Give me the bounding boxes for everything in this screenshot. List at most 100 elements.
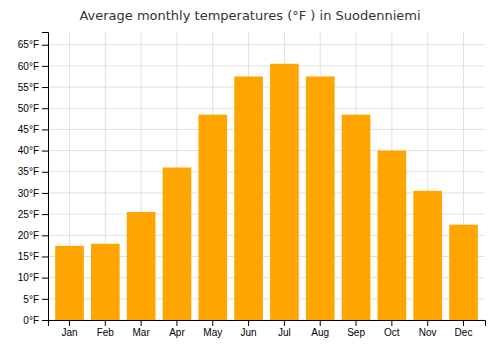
x-tick: Aug <box>311 320 329 338</box>
bar <box>449 225 478 320</box>
y-tick-mark <box>42 214 48 215</box>
bar <box>91 244 120 320</box>
y-tick-label: 15°F <box>18 251 39 262</box>
y-grid-line <box>48 129 485 130</box>
x-tick-label: May <box>203 327 222 338</box>
x-tick: Nov <box>419 320 437 338</box>
x-tick: Oct <box>384 320 400 338</box>
y-grid-line <box>48 150 485 151</box>
x-tick: Dec <box>455 320 473 338</box>
bars <box>55 64 478 320</box>
title: Average monthly temperatures (°F ) in Su… <box>79 8 420 23</box>
y-grid-line <box>48 87 485 88</box>
bar <box>234 76 263 320</box>
x-tick: Feb <box>97 320 115 338</box>
y-tick-label: 45°F <box>18 124 39 135</box>
chart: 0°F 5°F 10°F 15°F 20°F 25°F 30°F 35°F 40°F 45°F 50… <box>0 0 500 350</box>
x-tick-label: Aug <box>311 327 329 338</box>
y-grid-line <box>48 171 485 172</box>
y-tick-mark <box>42 45 48 46</box>
x-tick-mark <box>141 320 142 326</box>
y-tick: 30°F <box>18 188 48 199</box>
y-tick-mark <box>42 193 48 194</box>
y-tick-mark <box>42 151 48 152</box>
y-tick: 55°F <box>18 82 48 93</box>
x-tick-mark <box>320 320 321 326</box>
x-tick-label: Oct <box>384 327 400 338</box>
bar <box>127 212 156 320</box>
y-tick: 35°F <box>18 166 48 177</box>
x-tick-label: Feb <box>97 327 115 338</box>
x-tick-mark <box>391 320 392 326</box>
y-tick: 0°F <box>23 315 48 326</box>
x-tick-mark <box>69 320 70 326</box>
y-tick: 40°F <box>18 145 48 156</box>
y-tick-label: 40°F <box>18 145 39 156</box>
y-tick-mark <box>42 299 48 300</box>
y-tick-label: 10°F <box>18 272 39 283</box>
x-tick-mark <box>105 320 106 326</box>
y-tick-label: 30°F <box>18 188 39 199</box>
x-tick: Sep <box>347 320 365 338</box>
y-tick: 20°F <box>18 230 48 241</box>
y-tick-label: 65°F <box>18 39 39 50</box>
x-tick: Mar <box>133 320 151 338</box>
y-tick-mark <box>42 320 48 321</box>
y-tick-label: 35°F <box>18 166 39 177</box>
x-tick-mark <box>248 320 249 326</box>
y-tick: 5°F <box>23 294 48 305</box>
bar <box>163 168 192 320</box>
plot: 0°F 5°F 10°F 15°F 20°F 25°F 30°F 35°F 40°F 45°F 50… <box>18 32 486 338</box>
y-tick-label: 60°F <box>18 61 39 72</box>
x-tick: Jul <box>278 320 291 338</box>
y-tick: 10°F <box>18 272 48 283</box>
y-axis: 0°F 5°F 10°F 15°F 20°F 25°F 30°F 35°F 40°F 45°F 50… <box>18 33 49 326</box>
y-tick-mark <box>42 278 48 279</box>
y-axis-line <box>42 33 49 321</box>
y-grid-line <box>48 65 485 66</box>
x-tick-label: Dec <box>455 327 473 338</box>
x-tick-mark <box>212 320 213 326</box>
x-tick-mark <box>176 320 177 326</box>
bar <box>306 76 335 320</box>
y-tick: 15°F <box>18 251 48 262</box>
grid <box>48 32 485 320</box>
y-tick-mark <box>42 66 48 67</box>
y-tick-mark <box>42 235 48 236</box>
y-tick-mark <box>42 172 48 173</box>
bar <box>198 115 227 320</box>
x-tick-label: Jul <box>278 327 291 338</box>
bar <box>342 115 371 320</box>
x-tick-label: Apr <box>169 327 185 338</box>
x-tick-mark <box>427 320 428 326</box>
x-tick-mark <box>356 320 357 326</box>
y-grid-line <box>48 44 485 45</box>
x-tick-label: Nov <box>419 327 437 338</box>
y-tick: 60°F <box>18 61 48 72</box>
x-tick-mark <box>463 320 464 326</box>
y-tick: 25°F <box>18 209 48 220</box>
y-tick-label: 5°F <box>23 294 39 305</box>
bar <box>55 246 84 320</box>
y-tick-mark <box>42 256 48 257</box>
x-tick: Jan <box>61 320 77 338</box>
y-tick: 50°F <box>18 103 48 114</box>
x-tick-label: Sep <box>347 327 365 338</box>
x-tick-label: Jan <box>61 327 77 338</box>
x-tick-label: Jun <box>241 327 257 338</box>
bar <box>413 191 442 320</box>
x-tick: Jun <box>241 320 257 338</box>
y-tick-label: 0°F <box>23 315 39 326</box>
y-tick-label: 50°F <box>18 103 39 114</box>
x-tick-mark <box>284 320 285 326</box>
y-tick-mark <box>42 129 48 130</box>
x-axis: Jan Feb Mar Apr May Jun Jul Aug Sep Oct Nov Dec <box>49 320 486 338</box>
x-tick: Apr <box>169 320 185 338</box>
bar <box>270 64 299 320</box>
x-axis-line <box>49 321 486 327</box>
y-tick-mark <box>42 108 48 109</box>
y-tick-label: 25°F <box>18 209 39 220</box>
bar <box>378 151 407 320</box>
y-tick: 45°F <box>18 124 48 135</box>
y-tick-mark <box>42 87 48 88</box>
